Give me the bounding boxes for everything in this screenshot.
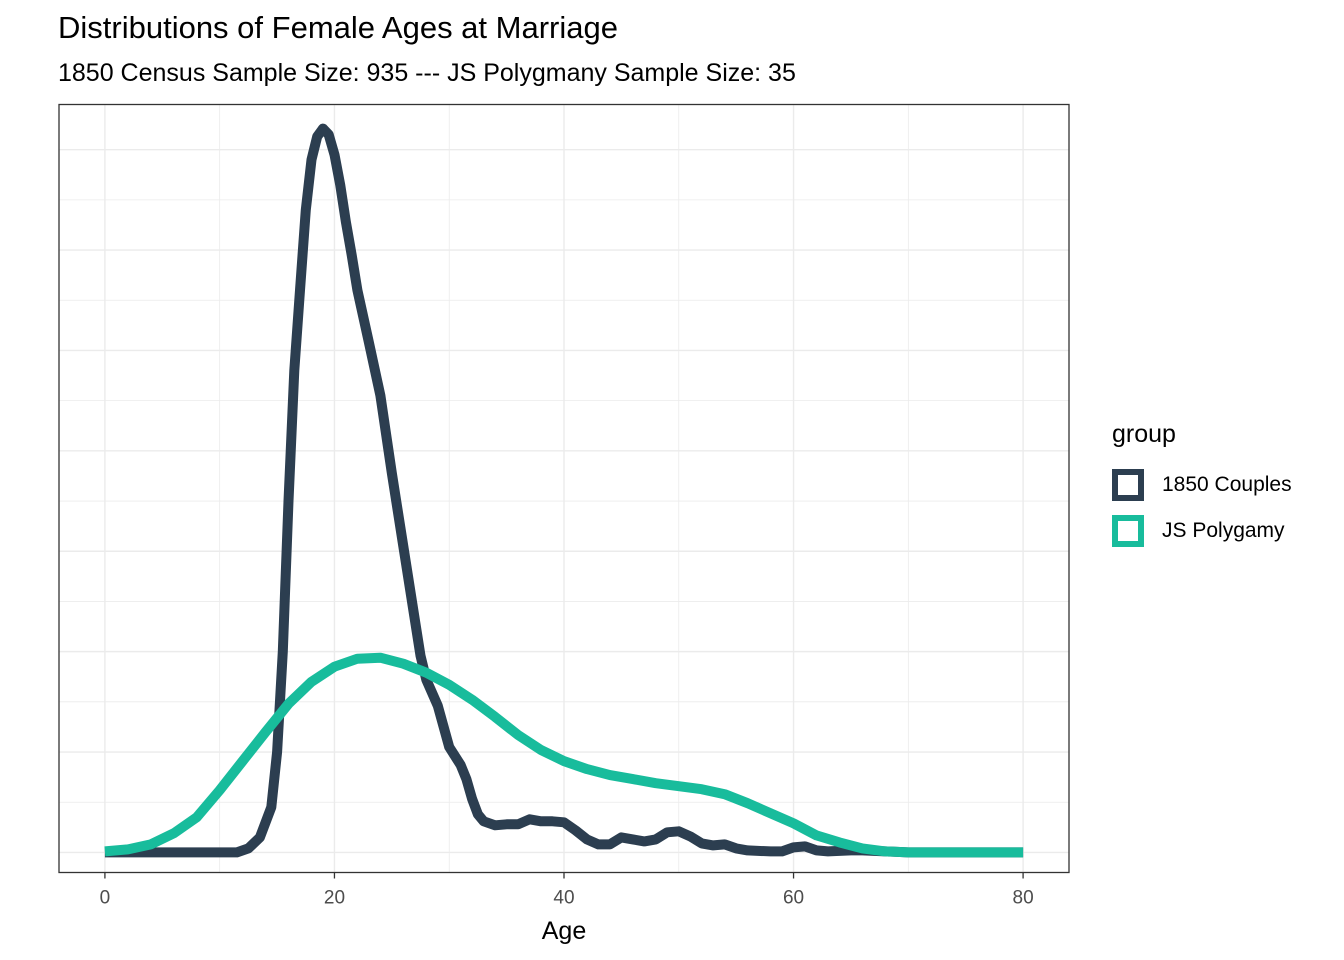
legend-items: 1850 Couples JS Polygamy xyxy=(1112,462,1292,554)
grid-lines xyxy=(59,104,1069,873)
x-tick-label: 60 xyxy=(783,888,804,909)
legend-item-js-polygamy: JS Polygamy xyxy=(1112,508,1292,554)
legend-key-1850-couples xyxy=(1112,469,1144,501)
legend: group 1850 Couples JS Polygamy xyxy=(1112,420,1292,554)
x-axis-ticks: 0 20 40 60 80 xyxy=(100,872,1034,909)
x-tick-label: 80 xyxy=(1013,888,1034,909)
x-tick-label: 20 xyxy=(324,888,345,909)
series-line-1850-couples xyxy=(104,123,1024,858)
x-tick-label: 40 xyxy=(553,888,574,909)
chart-subtitle: 1850 Census Sample Size: 935 --- JS Poly… xyxy=(58,59,796,87)
x-axis-title: Age xyxy=(542,917,586,945)
chart-title: Distributions of Female Ages at Marriage xyxy=(58,10,618,45)
legend-title: group xyxy=(1112,420,1176,448)
x-tick-label: 0 xyxy=(100,888,111,909)
legend-label: 1850 Couples xyxy=(1162,473,1292,496)
legend-item-1850-couples: 1850 Couples xyxy=(1112,462,1292,508)
legend-label: JS Polygamy xyxy=(1162,519,1285,542)
series-lines xyxy=(104,123,1024,858)
legend-key-js-polygamy xyxy=(1112,515,1144,547)
series-line-js-polygamy xyxy=(104,652,1024,858)
